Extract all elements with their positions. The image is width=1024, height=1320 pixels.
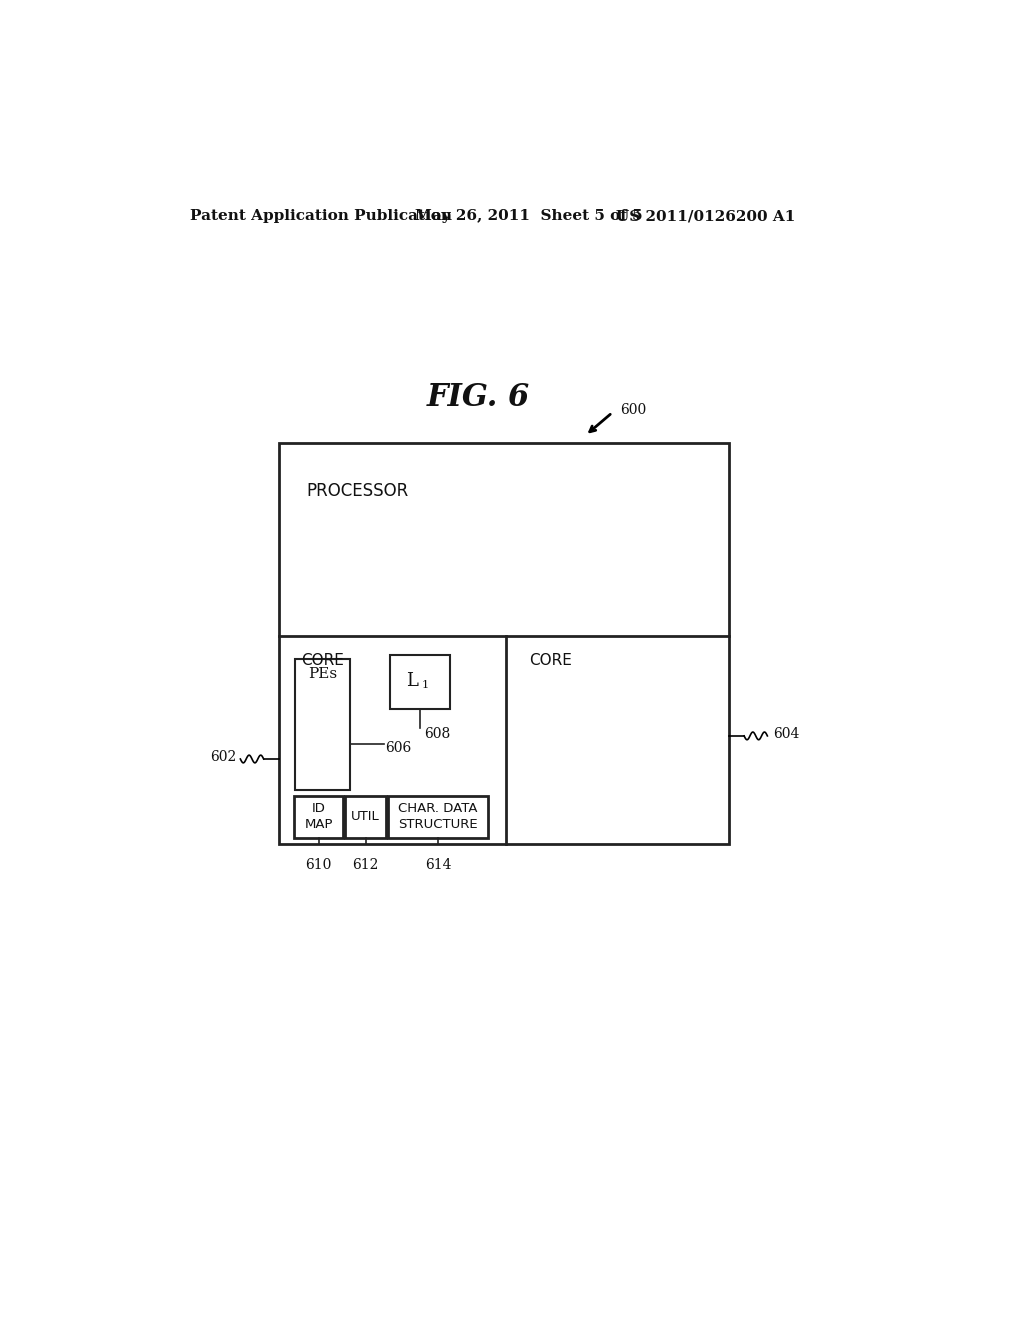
Bar [280,444,729,843]
Bar [294,796,343,838]
Text: PROCESSOR: PROCESSOR [306,482,409,500]
Text: L: L [407,672,418,690]
Text: May 26, 2011  Sheet 5 of 5: May 26, 2011 Sheet 5 of 5 [415,209,642,223]
Text: UTIL: UTIL [351,810,380,824]
Text: 608: 608 [424,726,450,741]
Text: PEs: PEs [308,667,338,681]
Bar [345,796,386,838]
Text: 612: 612 [352,858,379,871]
Text: 600: 600 [621,403,646,417]
Text: ID
MAP: ID MAP [304,803,333,832]
Bar [388,796,488,838]
Text: FIG. 6: FIG. 6 [426,381,529,413]
Text: CORE: CORE [529,653,572,668]
Text: 606: 606 [385,741,412,755]
Text: 604: 604 [773,727,800,742]
Text: 614: 614 [425,858,452,871]
Text: Patent Application Publication: Patent Application Publication [190,209,452,223]
Text: CORE: CORE [301,653,344,668]
Text: 602: 602 [210,751,237,764]
Text: 1: 1 [422,680,429,690]
Text: 610: 610 [305,858,332,871]
Text: CHAR. DATA
STRUCTURE: CHAR. DATA STRUCTURE [398,803,478,832]
Bar [390,655,450,709]
Bar [295,659,350,789]
Text: US 2011/0126200 A1: US 2011/0126200 A1 [616,209,796,223]
